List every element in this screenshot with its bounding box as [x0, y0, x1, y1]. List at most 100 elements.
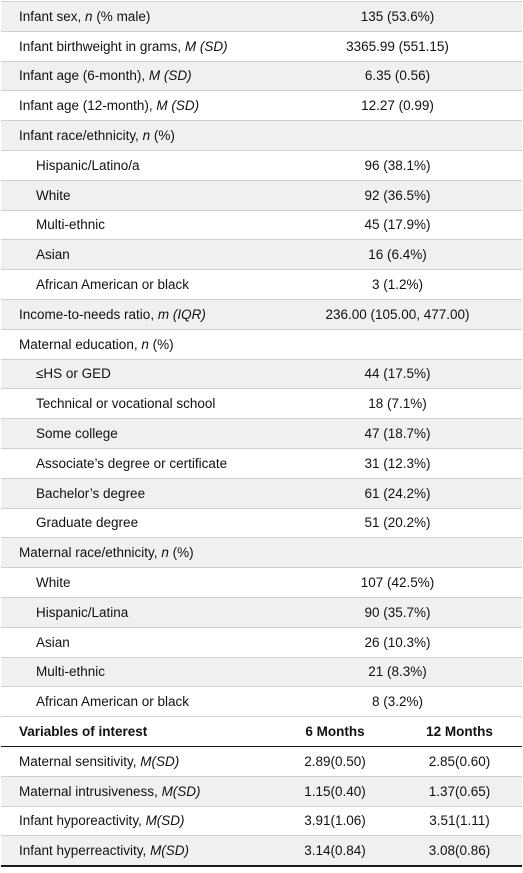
statistic-symbol: n	[142, 128, 151, 144]
table-row: Income-to-needs ratio, m (IQR) 236.00 (10…	[1, 299, 523, 330]
row-label-suffix: (% male)	[92, 8, 151, 24]
demographic-label: Associate’s degree or certificate	[1, 448, 273, 479]
table-row: Infant hyporeactivity, M(SD) 3.91(1.06) 3.…	[1, 806, 523, 837]
row-label-text: White	[36, 575, 71, 591]
variables-header-label: Variables of interest	[1, 716, 273, 747]
demographic-value	[273, 537, 523, 569]
row-label-text: Infant hyperreactivity,	[19, 843, 151, 859]
demographic-value: 6.35 (0.56)	[273, 61, 523, 92]
table-row: Some college 47 (18.7%)	[1, 418, 523, 449]
demographic-value: 96 (38.1%)	[273, 150, 523, 181]
demographic-value: 135 (53.6%)	[273, 1, 523, 32]
table-row: Associate’s degree or certificate 31 (12.…	[1, 448, 523, 479]
row-label-text: Maternal race/ethnicity,	[19, 545, 162, 561]
variable-label: Infant hyporeactivity, M(SD)	[1, 806, 273, 837]
row-label-text: African American or black	[36, 694, 190, 710]
table-row: White 92 (36.5%)	[1, 180, 523, 211]
demographic-value: 44 (17.5%)	[273, 359, 523, 390]
demographic-label: Asian	[1, 627, 273, 658]
table-row: ≤HS or GED 44 (17.5%)	[1, 359, 523, 390]
row-label-text: Maternal intrusiveness,	[19, 783, 162, 799]
demographic-value: 51 (20.2%)	[273, 508, 523, 539]
table-row: Infant race/ethnicity, n (%)	[1, 120, 523, 151]
row-label-text: African American or black	[36, 277, 190, 293]
demographic-label: Technical or vocational school	[1, 388, 273, 420]
row-label-text: Multi-ethnic	[36, 664, 106, 680]
value-12-months: 2.85(0.60)	[397, 746, 523, 777]
table-row: Multi-ethnic 21 (8.3%)	[1, 657, 523, 688]
statistic-symbol: m (IQR)	[157, 306, 206, 322]
demographic-label: Graduate degree	[1, 508, 273, 539]
statistic-symbol: M (SD)	[156, 98, 200, 114]
table-row: Maternal race/ethnicity, n (%)	[1, 537, 523, 569]
row-label-text: Graduate degree	[36, 515, 139, 531]
demographic-label: Infant sex, n (% male)	[1, 1, 273, 32]
row-label-text: Some college	[36, 426, 118, 442]
table-row: Infant hyperreactivity, M(SD) 3.14(0.84) 3…	[1, 835, 523, 868]
table-row: Maternal sensitivity, M(SD) 2.89(0.50) 2.8…	[1, 746, 523, 777]
demographic-label: Asian	[1, 239, 273, 271]
demographic-value	[273, 120, 523, 151]
demographic-value: 92 (36.5%)	[273, 180, 523, 211]
variable-label: Infant hyperreactivity, M(SD)	[1, 835, 273, 868]
statistic-symbol: n	[141, 336, 149, 352]
statistic-symbol: M(SD)	[150, 843, 190, 859]
statistic-symbol: M(SD)	[161, 783, 201, 799]
demographic-label: Maternal race/ethnicity, n (%)	[1, 537, 273, 569]
demographic-value: 47 (18.7%)	[273, 418, 523, 449]
table-row: Bachelor’s degree 61 (24.2%)	[1, 478, 523, 509]
demographic-value: 26 (10.3%)	[273, 627, 523, 658]
value-12-months: 1.37(0.65)	[397, 776, 523, 807]
row-label-text: Maternal education,	[19, 336, 142, 352]
row-label-text: Infant age (6-month),	[19, 68, 149, 84]
demographic-value: 31 (12.3%)	[273, 448, 523, 479]
statistic-symbol: M(SD)	[145, 813, 185, 829]
row-label-text: Bachelor’s degree	[36, 485, 146, 501]
demographic-value: 90 (35.7%)	[273, 597, 523, 628]
table-row: Infant sex, n (% male) 135 (53.6%)	[1, 1, 523, 32]
table-row: African American or black 3 (1.2%)	[1, 269, 523, 300]
row-label-text: Infant sex,	[19, 8, 86, 24]
table-row: Maternal education, n (%)	[1, 329, 523, 360]
demographic-value: 12.27 (0.99)	[273, 90, 523, 122]
row-label-text: Associate’s degree or certificate	[36, 455, 228, 471]
table-row: White 107 (42.5%)	[1, 567, 523, 598]
table-row: Multi-ethnic 45 (17.9%)	[1, 210, 523, 241]
value-6-months: 3.91(1.06)	[273, 806, 397, 837]
table-row: African American or black 8 (3.2%)	[1, 686, 523, 718]
demographic-value: 3365.99 (551.15)	[273, 31, 523, 62]
demographic-label: Income-to-needs ratio, m (IQR)	[1, 299, 273, 330]
demographic-value: 61 (24.2%)	[273, 478, 523, 509]
row-label-text: Hispanic/Latino/a	[36, 157, 140, 173]
demographic-value: 45 (17.9%)	[273, 210, 523, 241]
table-row: Asian 16 (6.4%)	[1, 239, 523, 271]
row-label-text: Income-to-needs ratio,	[19, 306, 158, 322]
demographic-value: 8 (3.2%)	[273, 686, 523, 718]
table-row: Asian 26 (10.3%)	[1, 627, 523, 658]
demographic-label: Infant age (12-month), M (SD)	[1, 90, 273, 122]
row-label-text: Hispanic/Latina	[36, 604, 129, 620]
table-row: Infant birthweight in grams, M (SD) 3365.…	[1, 31, 523, 62]
row-label-suffix: (%)	[150, 128, 175, 144]
statistic-symbol: M(SD)	[140, 753, 180, 769]
row-label-text: Infant hyporeactivity,	[19, 813, 146, 829]
value-12-months: 3.51(1.11)	[397, 806, 523, 837]
demographic-label: Some college	[1, 418, 273, 449]
demographic-label: Infant age (6-month), M (SD)	[1, 61, 273, 92]
demographic-value	[273, 329, 523, 360]
demographic-label: African American or black	[1, 269, 273, 300]
statistic-symbol: M (SD)	[148, 68, 192, 84]
variable-label: Maternal sensitivity, M(SD)	[1, 746, 273, 777]
table-row: Hispanic/Latina 90 (35.7%)	[1, 597, 523, 628]
row-label-text: Asian	[36, 634, 70, 650]
row-label-text: Infant birthweight in grams,	[19, 38, 185, 54]
variable-label: Maternal intrusiveness, M(SD)	[1, 776, 273, 807]
column-header-6-months: 6 Months	[273, 716, 397, 747]
table-row: Graduate degree 51 (20.2%)	[1, 508, 523, 539]
demographic-label: African American or black	[1, 686, 273, 718]
demographic-value: 16 (6.4%)	[273, 239, 523, 271]
statistic-symbol: n	[161, 545, 169, 561]
demographic-label: White	[1, 180, 273, 211]
